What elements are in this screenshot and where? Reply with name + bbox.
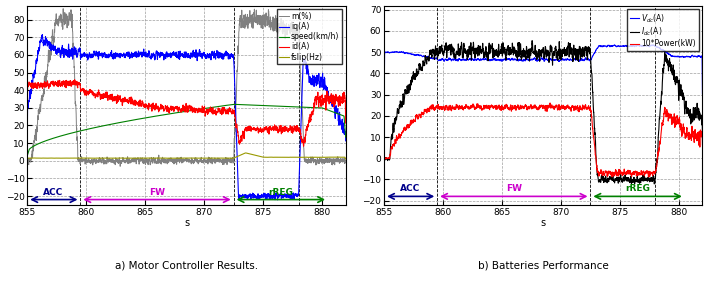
Text: a) Motor Controller Results.: a) Motor Controller Results. (115, 261, 258, 271)
X-axis label: s: s (541, 218, 546, 228)
Text: FW: FW (506, 184, 522, 193)
fslip(Hz) (341, 157, 350, 160)
speed(km/h) (30, 144, 39, 147)
speed(km/h) (341, 135, 350, 139)
fslip(Hz) (139, 157, 147, 160)
Text: ACC: ACC (43, 188, 64, 197)
m(%) (341, 158, 350, 162)
m(%) (106, 158, 115, 162)
fslip(Hz) (105, 157, 114, 160)
iq(A) (38, 33, 47, 36)
id(A) (30, 86, 39, 89)
id(A) (23, 122, 32, 126)
iq(A) (23, 131, 32, 134)
iq(A) (106, 53, 115, 57)
id(A) (70, 78, 79, 81)
id(A) (190, 107, 199, 110)
Line: iq(A): iq(A) (28, 35, 346, 200)
Line: speed(km/h): speed(km/h) (28, 104, 346, 156)
m(%) (30, 137, 39, 140)
Text: FW: FW (149, 188, 165, 197)
m(%) (116, 165, 125, 168)
Text: ACC: ACC (400, 184, 420, 193)
iq(A) (341, 139, 350, 142)
speed(km/h) (41, 139, 50, 143)
fslip(Hz) (237, 153, 246, 156)
id(A) (41, 86, 50, 89)
id(A) (238, 139, 246, 142)
m(%) (238, 18, 246, 21)
fslip(Hz) (30, 156, 39, 160)
fslip(Hz) (190, 157, 199, 160)
speed(km/h) (190, 108, 199, 112)
Text: rREG: rREG (268, 188, 293, 197)
fslip(Hz) (23, 158, 32, 161)
speed(km/h) (238, 103, 246, 106)
m(%) (139, 157, 148, 161)
speed(km/h) (105, 123, 114, 126)
m(%) (190, 158, 199, 162)
iq(A) (238, 195, 246, 198)
iq(A) (30, 72, 39, 76)
iq(A) (273, 198, 282, 201)
Line: fslip(Hz): fslip(Hz) (28, 153, 346, 159)
id(A) (106, 96, 115, 99)
iq(A) (190, 52, 199, 55)
Text: b) Batteries Performance: b) Batteries Performance (478, 261, 609, 271)
Legend: $V_{dc}$(A), $I_{dc}$(A), 10*Power(kW): $V_{dc}$(A), $I_{dc}$(A), 10*Power(kW) (627, 9, 699, 51)
id(A) (341, 121, 350, 125)
speed(km/h) (23, 154, 32, 157)
m(%) (41, 80, 50, 83)
speed(km/h) (230, 103, 239, 106)
m(%) (59, 7, 67, 10)
iq(A) (139, 53, 147, 57)
iq(A) (41, 44, 50, 47)
id(A) (139, 103, 147, 106)
fslip(Hz) (241, 151, 250, 155)
Legend: m(%), iq(A), speed(km/h), id(A), fslip(Hz): m(%), iq(A), speed(km/h), id(A), fslip(H… (277, 9, 342, 64)
fslip(Hz) (41, 157, 50, 160)
Line: m(%): m(%) (28, 9, 346, 166)
Text: rREG: rREG (625, 184, 650, 193)
speed(km/h) (139, 117, 147, 120)
id(A) (299, 144, 308, 148)
X-axis label: s: s (184, 218, 189, 228)
Line: id(A): id(A) (28, 80, 346, 146)
m(%) (23, 161, 32, 164)
